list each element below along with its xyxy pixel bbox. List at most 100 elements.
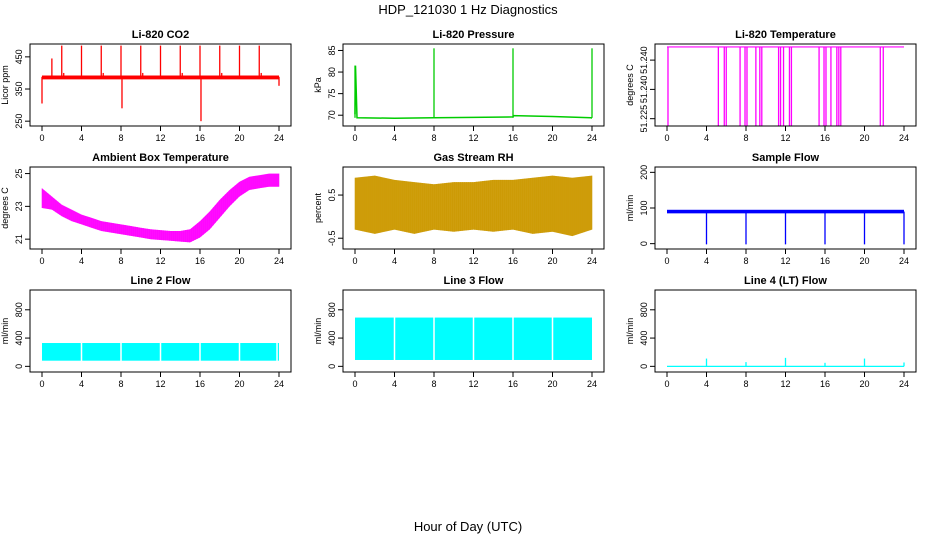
x-tick-label: 0: [352, 379, 357, 389]
x-tick-label: 20: [234, 133, 244, 143]
panel-title: Line 4 (LT) Flow: [744, 275, 827, 287]
panel-2: Li-820 Pressure 0 4 8 12 16 20 24 70 75 80 85 kPa: [313, 29, 605, 143]
plot-frame: [342, 43, 605, 127]
y-tick-label: -0.5: [327, 230, 337, 246]
x-tick-label: 24: [274, 133, 284, 143]
panel-title: Li-820 CO2: [132, 29, 189, 41]
x-tick-label: 0: [664, 256, 669, 266]
x-tick-label: 20: [547, 256, 557, 266]
y-axis-label: degrees C: [0, 187, 10, 229]
x-tick-label: 24: [274, 256, 284, 266]
y-axis-label: Licor ppm: [0, 65, 10, 105]
x-tick-label: 8: [118, 256, 123, 266]
x-tick-label: 20: [234, 379, 244, 389]
x-tick-label: 12: [155, 256, 165, 266]
x-tick-label: 0: [39, 133, 44, 143]
figure-title: HDP_121030 1 Hz Diagnostics: [378, 2, 558, 17]
x-tick-label: 16: [508, 133, 518, 143]
x-tick-label: 16: [508, 256, 518, 266]
y-tick-label: 75: [327, 89, 337, 99]
x-tick-label: 12: [780, 379, 790, 389]
x-tick-label: 16: [195, 256, 205, 266]
data-layer: [355, 290, 592, 372]
x-tick-label: 24: [587, 256, 597, 266]
x-tick-label: 20: [547, 133, 557, 143]
x-tick-label: 12: [468, 133, 478, 143]
y-tick-label: 400: [14, 331, 24, 346]
x-tick-label: 4: [79, 379, 84, 389]
x-tick-label: 4: [392, 133, 397, 143]
y-tick-label: 0.5: [327, 189, 337, 202]
x-tick-label: 20: [859, 256, 869, 266]
data-layer: [667, 357, 905, 367]
x-tick-label: 4: [704, 256, 709, 266]
panel-title: Line 2 Flow: [131, 275, 191, 287]
y-tick-label: 400: [639, 331, 649, 346]
y-tick-label: 350: [14, 82, 24, 97]
panel-7: Line 2 Flow 0 4 8 12 16 20 24 0 400 800 ml/min: [0, 275, 292, 389]
data-line: [354, 65, 593, 119]
y-tick-label: 200: [639, 165, 649, 180]
x-tick-label: 20: [234, 256, 244, 266]
data-layer: [667, 46, 904, 126]
data-band: [42, 75, 279, 80]
panel-title: Li-820 Temperature: [735, 29, 836, 41]
x-tick-label: 12: [780, 256, 790, 266]
data-envelope: [42, 173, 279, 243]
y-tick-label: 800: [639, 302, 649, 317]
x-tick-label: 0: [664, 133, 669, 143]
x-tick-label: 24: [587, 379, 597, 389]
y-axis-label: ml/min: [625, 318, 635, 345]
panel-4: Ambient Box Temperature 0 4 8 12 16 20 24 21 23 25…: [0, 152, 292, 266]
x-tick-label: 8: [743, 133, 748, 143]
panel-title: Ambient Box Temperature: [92, 152, 229, 164]
x-tick-label: 8: [743, 379, 748, 389]
panel-6: Sample Flow 0 4 8 12 16 20 24 0 100 200 ml/min: [625, 152, 917, 266]
x-tick-label: 12: [468, 379, 478, 389]
x-tick-label: 16: [195, 133, 205, 143]
y-axis-label: kPa: [313, 77, 323, 93]
y-axis-label: degrees C: [625, 64, 635, 106]
panel-title: Gas Stream RH: [433, 152, 513, 164]
x-tick-label: 0: [39, 256, 44, 266]
panel-title: Line 3 Flow: [444, 275, 504, 287]
x-tick-label: 16: [508, 379, 518, 389]
data-layer: [354, 48, 593, 119]
y-tick-label: 51.240: [639, 76, 649, 104]
x-tick-label: 8: [431, 256, 436, 266]
x-tick-label: 16: [820, 256, 830, 266]
x-tick-label: 12: [468, 256, 478, 266]
x-tick-label: 4: [704, 133, 709, 143]
y-tick-label: 400: [327, 331, 337, 346]
y-tick-label: 51.225: [639, 105, 649, 133]
x-tick-label: 20: [859, 379, 869, 389]
y-axis-label: percent: [313, 192, 323, 223]
x-tick-label: 24: [274, 379, 284, 389]
y-tick-label: 800: [327, 302, 337, 317]
y-axis-label: ml/min: [0, 318, 10, 345]
y-tick-label: 0: [327, 364, 337, 369]
x-tick-label: 8: [431, 133, 436, 143]
y-tick-label: 23: [14, 201, 24, 211]
y-tick-label: 21: [14, 234, 24, 244]
y-tick-label: 0: [639, 241, 649, 246]
data-layer: [42, 290, 279, 372]
y-tick-label: 0: [14, 364, 24, 369]
y-axis-label: ml/min: [625, 195, 635, 222]
x-tick-label: 12: [155, 133, 165, 143]
x-tick-label: 16: [820, 133, 830, 143]
y-tick-label: 100: [639, 200, 649, 215]
x-tick-label: 16: [195, 379, 205, 389]
data-layer: [41, 45, 280, 122]
data-envelope: [355, 175, 592, 237]
x-tick-label: 20: [547, 379, 557, 389]
panel-1: Li-820 CO2 0 4 8 12 16 20 24 250 350 450 Licor ppm: [0, 29, 292, 143]
panel-5: Gas Stream RH 0 4 8 12 16 20 24 -0.5 0.5 percent: [313, 152, 605, 266]
x-tick-label: 4: [79, 133, 84, 143]
panel-title: Li-820 Pressure: [433, 29, 515, 41]
x-tick-label: 4: [392, 379, 397, 389]
y-tick-label: 800: [14, 302, 24, 317]
x-tick-label: 20: [859, 133, 869, 143]
